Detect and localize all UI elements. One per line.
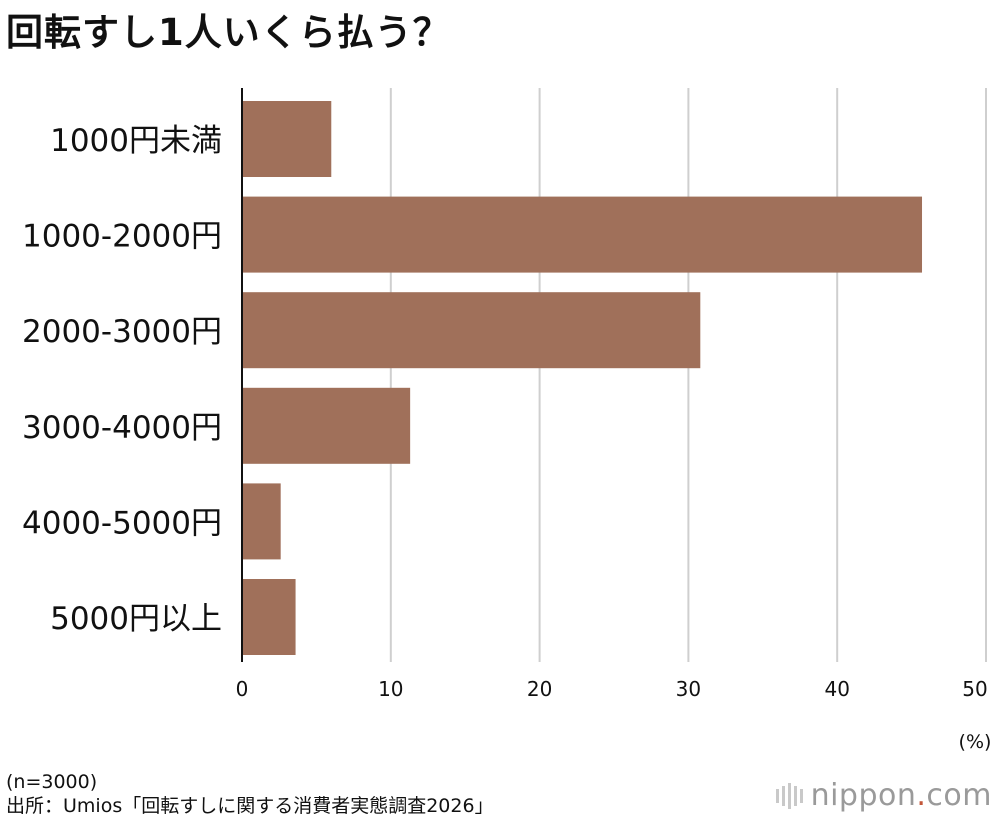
- logo-dot: .: [916, 778, 927, 813]
- category-label-1: 1000円未満: [50, 123, 222, 159]
- category-label-3: 2000-3000円: [22, 314, 222, 350]
- sample-size: (n=3000): [6, 771, 98, 793]
- unit-label: (%): [959, 731, 992, 753]
- bar-chart: 1000円未満1000-2000円2000-3000円3000-4000円400…: [22, 88, 992, 753]
- bar-1: [242, 101, 332, 177]
- logo-bars-icon: [775, 782, 803, 809]
- x-tick-50: 50: [962, 677, 987, 701]
- nippon-logo: nippon.com: [775, 778, 992, 813]
- x-tick-40: 40: [824, 677, 849, 701]
- category-label-2: 1000-2000円: [22, 219, 222, 255]
- bars: [242, 101, 923, 655]
- x-tick-30: 30: [676, 677, 701, 701]
- category-labels: 1000円未満 1000-2000円 2000-3000円 3000-4000円 400…: [22, 123, 222, 637]
- logo-wordmark: nippon: [810, 778, 917, 813]
- x-tick-10: 10: [378, 677, 403, 701]
- footer: (n=3000) 出所：Umios「回転すしに関する消費者実態調査2026」: [6, 770, 494, 818]
- bar-6: [242, 579, 296, 655]
- x-tick-0: 0: [236, 677, 249, 701]
- bar-4: [242, 387, 411, 464]
- x-tick-20: 20: [527, 677, 552, 701]
- gridlines: [389, 88, 987, 662]
- bar-3: [242, 292, 701, 369]
- chart-title: 回転すし1人いくら払う？: [6, 11, 451, 54]
- bar-2: [242, 196, 923, 273]
- category-label-6: 5000円以上: [50, 601, 222, 637]
- source-note: 出所：Umios「回転すしに関する消費者実態調査2026」: [6, 795, 494, 817]
- category-label-4: 3000-4000円: [22, 410, 222, 446]
- logo-suffix: com: [926, 778, 992, 813]
- bar-5: [242, 483, 281, 560]
- category-label-5: 4000-5000円: [22, 505, 222, 541]
- x-tick-labels: 0 10 20 30 40 50: [236, 677, 988, 701]
